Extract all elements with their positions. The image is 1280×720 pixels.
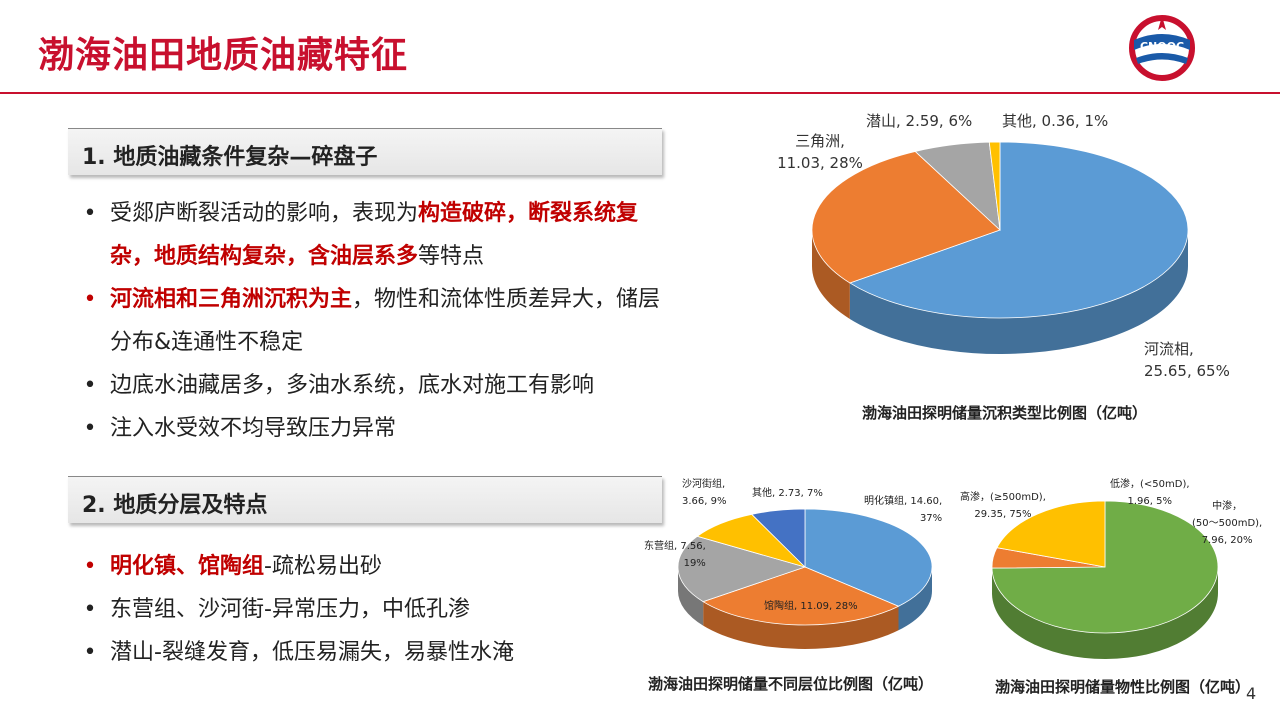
bullet-text: ，物性和流体性质差异大，储层分布&连通性不稳定	[110, 287, 661, 355]
pie-slice-side	[678, 567, 704, 626]
pie-slice-side	[849, 230, 1188, 354]
bullet-dot-icon: •	[83, 554, 97, 579]
pie-slice-其他	[750, 508, 806, 568]
bullet-dot-icon: •	[83, 287, 97, 312]
pie-chart-layer	[677, 508, 933, 649]
data-label: 中渗， (50～500mD), 7.96, 20%	[1192, 501, 1263, 546]
bullet-dot-icon: •	[83, 373, 97, 398]
bullet-item: • 潜山-裂缝发育，低压易漏失，易暴性水淹	[80, 631, 670, 674]
pie-slice-side	[898, 567, 932, 631]
highlighted-text: 明化镇、馆陶组	[110, 554, 265, 579]
pie-slice-东营组	[677, 535, 807, 603]
data-label: 高渗，(≥500mD), 29.35, 75%	[960, 492, 1046, 520]
svg-text:CNOOC: CNOOC	[1140, 40, 1184, 53]
bullet-text: 等特点	[418, 244, 485, 269]
bullet-item: • 河流相和三角洲沉积为主，物性和流体性质差异大，储层分布&连通性不稳定	[80, 278, 670, 364]
pie-slice-明化镇组	[804, 508, 933, 607]
data-label: 其他, 0.36, 1%	[1002, 112, 1109, 130]
bullet-item: • 东营组、沙河街-异常压力，中低孔渗	[80, 588, 670, 631]
highlighted-text: 构造破碎，断裂系统复杂，地质结构复杂，含油层系多	[110, 201, 639, 269]
pie-slice-中渗	[996, 500, 1106, 568]
data-label: 馆陶组, 11.09, 28%	[764, 601, 858, 612]
pie-slice-其他	[988, 141, 1001, 231]
data-label: 潜山, 2.59, 6%	[866, 112, 973, 130]
highlighted-text: 河流相和三角洲沉积为主	[110, 287, 353, 312]
bullet-dot-icon: •	[83, 597, 97, 622]
chart-caption-layer: 渤海油田探明储量不同层位比例图（亿吨）	[648, 675, 934, 693]
bullet-text: -疏松易出砂	[264, 554, 382, 579]
chart-caption-permeability: 渤海油田探明储量物性比例图（亿吨）	[995, 678, 1251, 696]
pie-slice-河流相	[848, 141, 1189, 319]
data-label: 低渗，(<50mD), 1.96, 5%	[1110, 479, 1190, 507]
pie-slice-三角洲	[811, 151, 1001, 284]
cnooc-logo-icon: CNOOC	[1129, 15, 1195, 81]
chart-caption-sedimentary: 渤海油田探明储量沉积类型比例图（亿吨）	[862, 404, 1148, 422]
slide-title: 渤海油田地质油藏特征	[38, 35, 409, 76]
bullet-item: • 注入水受效不均导致压力异常	[80, 407, 670, 450]
bullet-list-geology: • 受郯庐断裂活动的影响，表现为构造破碎，断裂系统复杂，地质结构复杂，含油层系多等…	[80, 192, 670, 450]
pie-chart-sedimentary-type	[811, 141, 1189, 354]
pie-chart-permeability	[991, 500, 1219, 660]
data-label: 明化镇组, 14.60, 37%	[864, 496, 943, 524]
data-label: 其他, 2.73, 7%	[752, 488, 823, 499]
bullet-dot-icon: •	[83, 416, 97, 441]
data-label: 东营组, 7.56, 19%	[644, 541, 706, 569]
bullet-text: 东营组、沙河街-异常压力，中低孔渗	[110, 597, 470, 622]
bullet-text: 受郯庐断裂活动的影响，表现为	[110, 201, 419, 226]
page-number: 4	[1246, 684, 1257, 703]
pie-slice-side	[992, 567, 1218, 660]
bullet-text: 注入水受效不均导致压力异常	[110, 416, 397, 441]
data-label: 沙河街组, 3.66, 9%	[682, 479, 727, 507]
bullet-list-layers: • 明化镇、馆陶组-疏松易出砂 • 东营组、沙河街-异常压力，中低孔渗 • 潜山-裂缝发育…	[80, 545, 670, 674]
pie-slice-馆陶组	[702, 566, 900, 626]
bullet-text: 潜山-裂缝发育，低压易漏失，易暴性水淹	[110, 640, 514, 665]
title-divider	[0, 92, 1280, 94]
bullet-item: • 明化镇、馆陶组-疏松易出砂	[80, 545, 670, 588]
section-heading-text: 1. 地质油藏条件复杂—碎盘子	[82, 145, 378, 170]
pie-slice-side	[812, 230, 850, 319]
section-heading-text: 2. 地质分层及特点	[82, 493, 268, 518]
data-label: 河流相, 25.65, 65%	[1144, 340, 1230, 380]
section-heading-layers: 2. 地质分层及特点	[68, 476, 662, 523]
section-heading-geology: 1. 地质油藏条件复杂—碎盘子	[68, 128, 662, 175]
bullet-text: 边底水油藏居多，多油水系统，底水对施工有影响	[110, 373, 595, 398]
bullet-dot-icon: •	[83, 640, 97, 665]
data-label: 三角洲, 11.03, 28%	[777, 132, 863, 172]
bullet-item: • 边底水油藏居多，多油水系统，底水对施工有影响	[80, 364, 670, 407]
bullet-item: • 受郯庐断裂活动的影响，表现为构造破碎，断裂系统复杂，地质结构复杂，含油层系多等…	[80, 192, 670, 278]
bullet-dot-icon: •	[83, 201, 97, 226]
